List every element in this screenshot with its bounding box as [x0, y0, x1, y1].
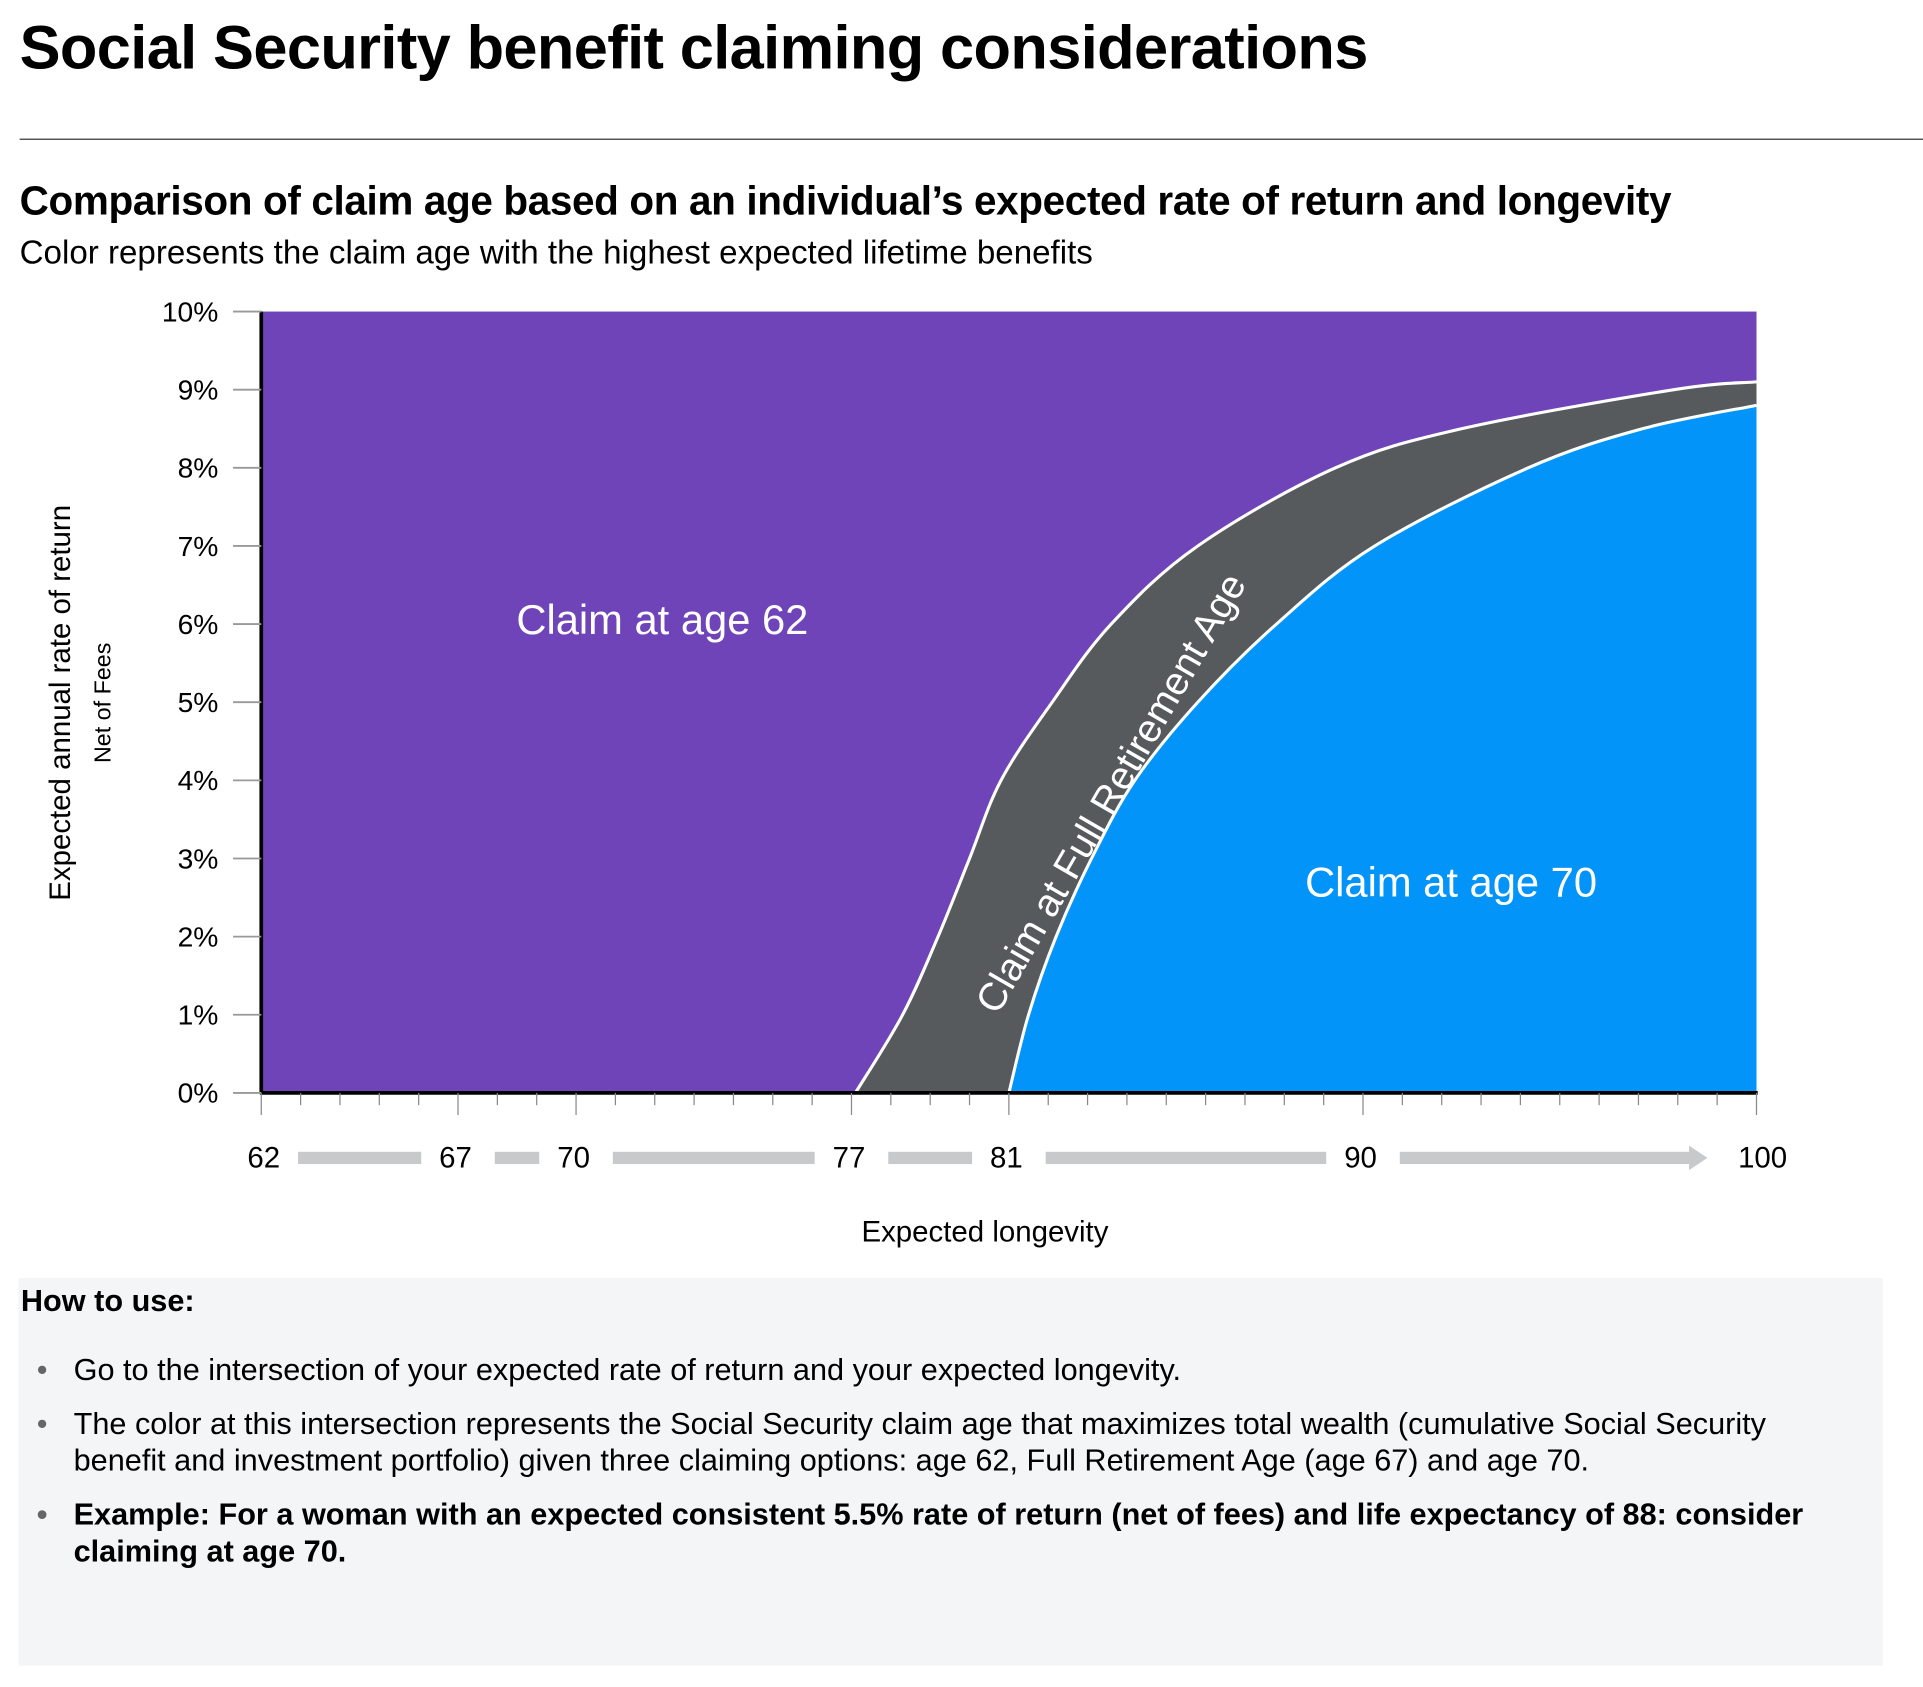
y-tick-label: 4%	[178, 764, 219, 796]
page-title: Social Security benefit claiming conside…	[19, 13, 1369, 83]
y-tick-label: 7%	[178, 530, 219, 562]
y-tick-label: 9%	[178, 374, 219, 406]
divider	[19, 138, 1923, 140]
how-to-example: Example: For a woman with an expected co…	[37, 1496, 1853, 1570]
y-tick-label: 3%	[178, 842, 219, 874]
y-axis-subtitle: Net of Fees	[89, 643, 115, 763]
x-tick-label: 62	[247, 1142, 280, 1175]
longevity-bar	[612, 1151, 815, 1165]
how-to-panel: How to use: Go to the intersection of yo…	[18, 1278, 1883, 1666]
boundary-62-fra	[854, 380, 1757, 1094]
chart-description: Color represents the claim age with the …	[19, 234, 1093, 272]
y-tick-label: 6%	[178, 608, 219, 640]
y-tick-label: 8%	[178, 452, 219, 484]
x-axis-title: Expected longevity	[861, 1215, 1108, 1248]
claim-age-chart: 0% 1% 2% 3% 4% 5% 6% 7% 8% 9% 10% 62 67 70 77 81 90 100 Ex…	[44, 295, 1787, 1248]
x-tick-label: 70	[557, 1142, 590, 1175]
how-to-title: How to use:	[20, 1284, 195, 1319]
x-tick-label: 100	[1738, 1142, 1787, 1175]
longevity-bar	[888, 1151, 973, 1165]
region-label-62: Claim at age 62	[516, 596, 808, 643]
y-tick-label: 1%	[178, 999, 219, 1031]
longevity-bar	[494, 1151, 540, 1165]
how-to-list: Go to the intersection of your expected …	[18, 1352, 1852, 1588]
how-to-item: The color at this intersection represent…	[37, 1406, 1853, 1480]
how-to-item: Go to the intersection of your expected …	[37, 1352, 1853, 1389]
longevity-bar	[1045, 1151, 1327, 1165]
y-axis-title: Expected annual rate of return	[44, 505, 77, 901]
y-tick-label: 5%	[178, 686, 219, 718]
x-tick-label: 77	[833, 1142, 866, 1175]
region-label-70: Claim at age 70	[1305, 859, 1597, 906]
x-tick-label: 81	[990, 1142, 1023, 1175]
y-tick-label: 10%	[162, 295, 218, 327]
longevity-arrow-icon	[1399, 1145, 1708, 1171]
x-tick-label: 90	[1344, 1142, 1377, 1175]
y-tick-label: 0%	[178, 1077, 219, 1109]
boundary-fra-70	[1007, 403, 1757, 1094]
longevity-bar	[298, 1151, 422, 1165]
chart-subtitle: Comparison of claim age based on an indi…	[19, 177, 1672, 224]
x-tick-label: 67	[439, 1142, 472, 1175]
region-claim-70	[1008, 405, 1757, 1093]
y-tick-label: 2%	[178, 920, 219, 952]
